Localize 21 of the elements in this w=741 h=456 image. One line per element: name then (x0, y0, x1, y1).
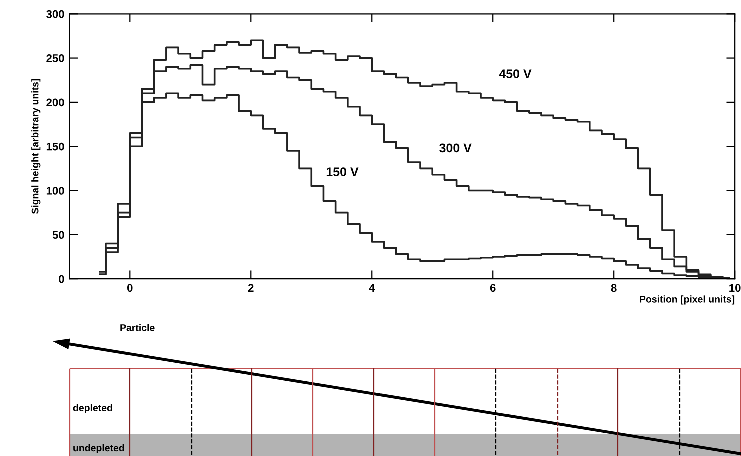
x-tick-label: 4 (369, 284, 376, 292)
y-axis-title: Signal height [arbitrary units] (32, 79, 41, 214)
annotation: 300 V (440, 144, 472, 153)
x-tick-label: 10 (730, 284, 741, 292)
y-tick-label: 300 (46, 10, 64, 18)
y-tick-label: 50 (52, 231, 64, 240)
y-tick-label: 100 (46, 187, 64, 195)
x-tick-label: 8 (611, 284, 617, 292)
text: depleted (73, 404, 112, 414)
text: Particle (120, 324, 155, 332)
x-tick-label: 6 (490, 284, 496, 292)
annotation: 150 V (326, 168, 359, 176)
text: undepleted (74, 444, 124, 454)
x-axis-title: Position [pixel units] (640, 296, 735, 305)
y-tick-label: 250 (46, 54, 64, 62)
y-tick-label: 150 (46, 142, 64, 151)
y-tick-label: 200 (46, 98, 64, 107)
x-tick-label: 0 (127, 284, 133, 292)
annotation: 450 V (499, 70, 532, 78)
x-tick-label: 2 (248, 284, 254, 292)
y-tick-label: 0 (59, 275, 64, 284)
